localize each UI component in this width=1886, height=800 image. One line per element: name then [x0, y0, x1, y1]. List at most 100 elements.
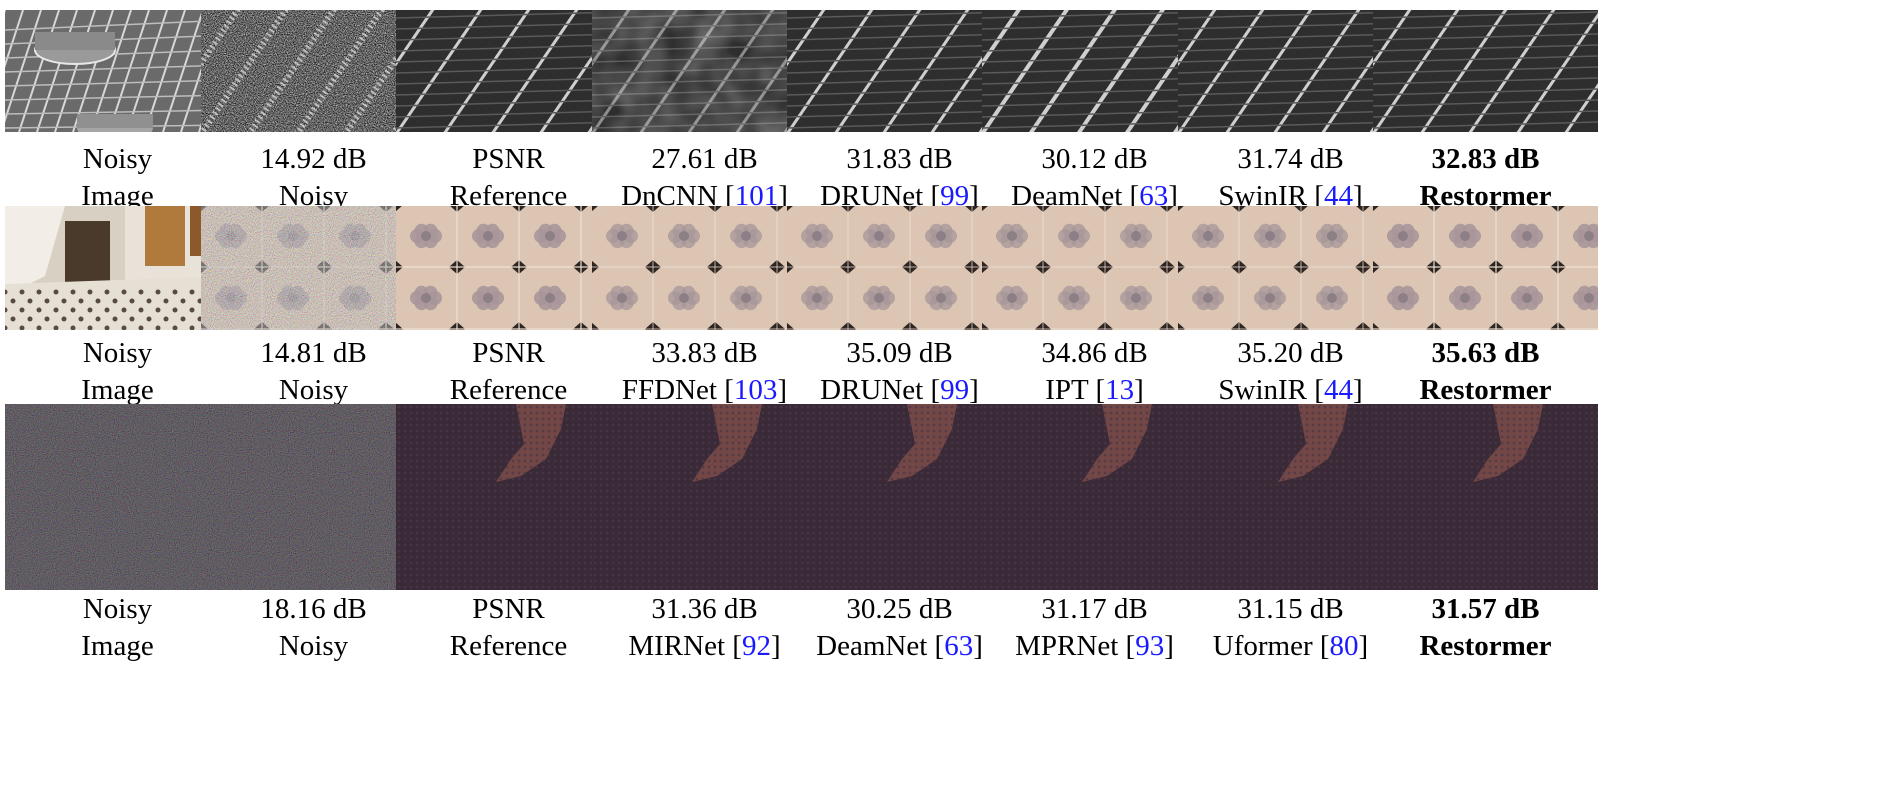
psnr-label: 30.25 dB	[846, 593, 953, 625]
psnr-label: 31.17 dB	[1041, 593, 1148, 625]
psnr-label: PSNR	[472, 337, 545, 369]
result-image	[1373, 404, 1598, 590]
method-name: Restormer	[1419, 374, 1552, 406]
result-image	[396, 404, 621, 590]
citation-link[interactable]: 13	[1105, 374, 1135, 406]
method-caption: MPRNet [93]	[1015, 630, 1174, 662]
result-image-pattern	[1373, 404, 1598, 590]
result-image-pattern	[5, 206, 230, 330]
result-image-pattern	[396, 206, 621, 330]
psnr-label: PSNR	[472, 143, 545, 175]
result-image-pattern	[787, 10, 1012, 132]
psnr-label: 14.92 dB	[260, 143, 367, 175]
method-name: Uformer	[1212, 630, 1313, 662]
result-image	[592, 404, 817, 590]
result-image-pattern	[592, 206, 817, 330]
result-image-pattern	[396, 404, 621, 590]
psnr-label: Noisy	[82, 143, 153, 175]
citation-link[interactable]: 93	[1135, 630, 1165, 662]
psnr-label: 18.16 dB	[260, 593, 367, 625]
citation-link[interactable]: 103	[733, 374, 778, 406]
citation-link[interactable]: 99	[940, 374, 970, 406]
psnr-label: 32.83 dB	[1431, 143, 1540, 175]
psnr-label: 35.63 dB	[1431, 337, 1540, 369]
psnr-label: 27.61 dB	[651, 143, 758, 175]
citation-link[interactable]: 92	[741, 630, 771, 662]
result-image	[787, 206, 1012, 330]
method-caption: Restormer	[1361, 624, 1610, 668]
method-name: Noisy	[278, 374, 349, 406]
citation-link[interactable]: 80	[1329, 630, 1359, 662]
psnr-label: Noisy	[82, 337, 153, 369]
method-caption: MIRNet [92]	[628, 630, 781, 662]
psnr-label: 33.83 dB	[651, 337, 758, 369]
result-image	[201, 206, 426, 330]
result-image	[201, 404, 426, 590]
method-name: Reference	[449, 374, 568, 406]
result-image-pattern	[396, 10, 621, 132]
result-image	[1178, 404, 1403, 590]
method-name: DRUNet	[820, 374, 924, 406]
result-image	[396, 10, 621, 132]
result-image-pattern	[592, 404, 817, 590]
result-image	[1373, 206, 1598, 330]
method-name: Reference	[449, 630, 568, 662]
method-caption: Reference	[384, 624, 633, 668]
psnr-label: 31.83 dB	[846, 143, 953, 175]
psnr-label: Noisy	[82, 593, 153, 625]
psnr-label: 31.15 dB	[1237, 593, 1344, 625]
result-image	[5, 10, 230, 132]
method-caption: Noisy	[189, 624, 438, 668]
method-name: MIRNet	[628, 630, 726, 662]
result-image-pattern	[1178, 404, 1403, 590]
result-image-pattern	[5, 10, 230, 132]
result-image	[396, 206, 621, 330]
method-caption: FFDNet [103]	[621, 374, 788, 406]
result-image-pattern	[1373, 10, 1598, 132]
method-name: Restormer	[1419, 630, 1552, 662]
psnr-label: 31.36 dB	[651, 593, 758, 625]
psnr-label: 35.20 dB	[1237, 337, 1344, 369]
citation-link[interactable]: 63	[944, 630, 974, 662]
method-name: FFDNet	[621, 374, 717, 406]
result-image	[1373, 10, 1598, 132]
result-image	[592, 10, 817, 132]
method-caption: Image	[0, 624, 242, 668]
psnr-label: PSNR	[472, 593, 545, 625]
psnr-label: 31.74 dB	[1237, 143, 1344, 175]
result-image	[5, 206, 230, 330]
psnr-label: 14.81 dB	[260, 337, 367, 369]
result-image	[787, 10, 1012, 132]
method-name: Image	[81, 630, 154, 662]
method-caption: DeamNet [63]	[816, 630, 983, 662]
result-image-pattern	[1178, 206, 1403, 330]
method-caption: Reference	[384, 368, 633, 412]
method-caption: IPT [13]	[1045, 374, 1144, 406]
result-image	[1178, 206, 1403, 330]
result-image	[592, 206, 817, 330]
result-image	[982, 10, 1207, 132]
psnr-label: 34.86 dB	[1041, 337, 1148, 369]
result-image-pattern	[787, 404, 1012, 590]
method-caption: Noisy	[189, 368, 438, 412]
method-caption: DRUNet [99]	[820, 374, 979, 406]
citation-link[interactable]: 44	[1323, 374, 1353, 406]
method-caption: Image	[0, 368, 242, 412]
result-image-pattern	[982, 206, 1207, 330]
result-image-pattern	[787, 206, 1012, 330]
psnr-label: 35.09 dB	[846, 337, 953, 369]
result-image	[201, 10, 426, 132]
result-image	[982, 206, 1207, 330]
method-name: MPRNet	[1015, 630, 1119, 662]
method-name: IPT	[1045, 374, 1089, 406]
method-name: SwinIR	[1218, 374, 1308, 406]
method-name: Noisy	[278, 630, 349, 662]
result-image-pattern	[1373, 206, 1598, 330]
psnr-label: 31.57 dB	[1431, 593, 1540, 625]
result-image	[1178, 10, 1403, 132]
method-name: Image	[81, 374, 154, 406]
method-name: DeamNet	[816, 630, 928, 662]
result-image-pattern	[982, 404, 1207, 590]
result-image	[5, 404, 230, 590]
